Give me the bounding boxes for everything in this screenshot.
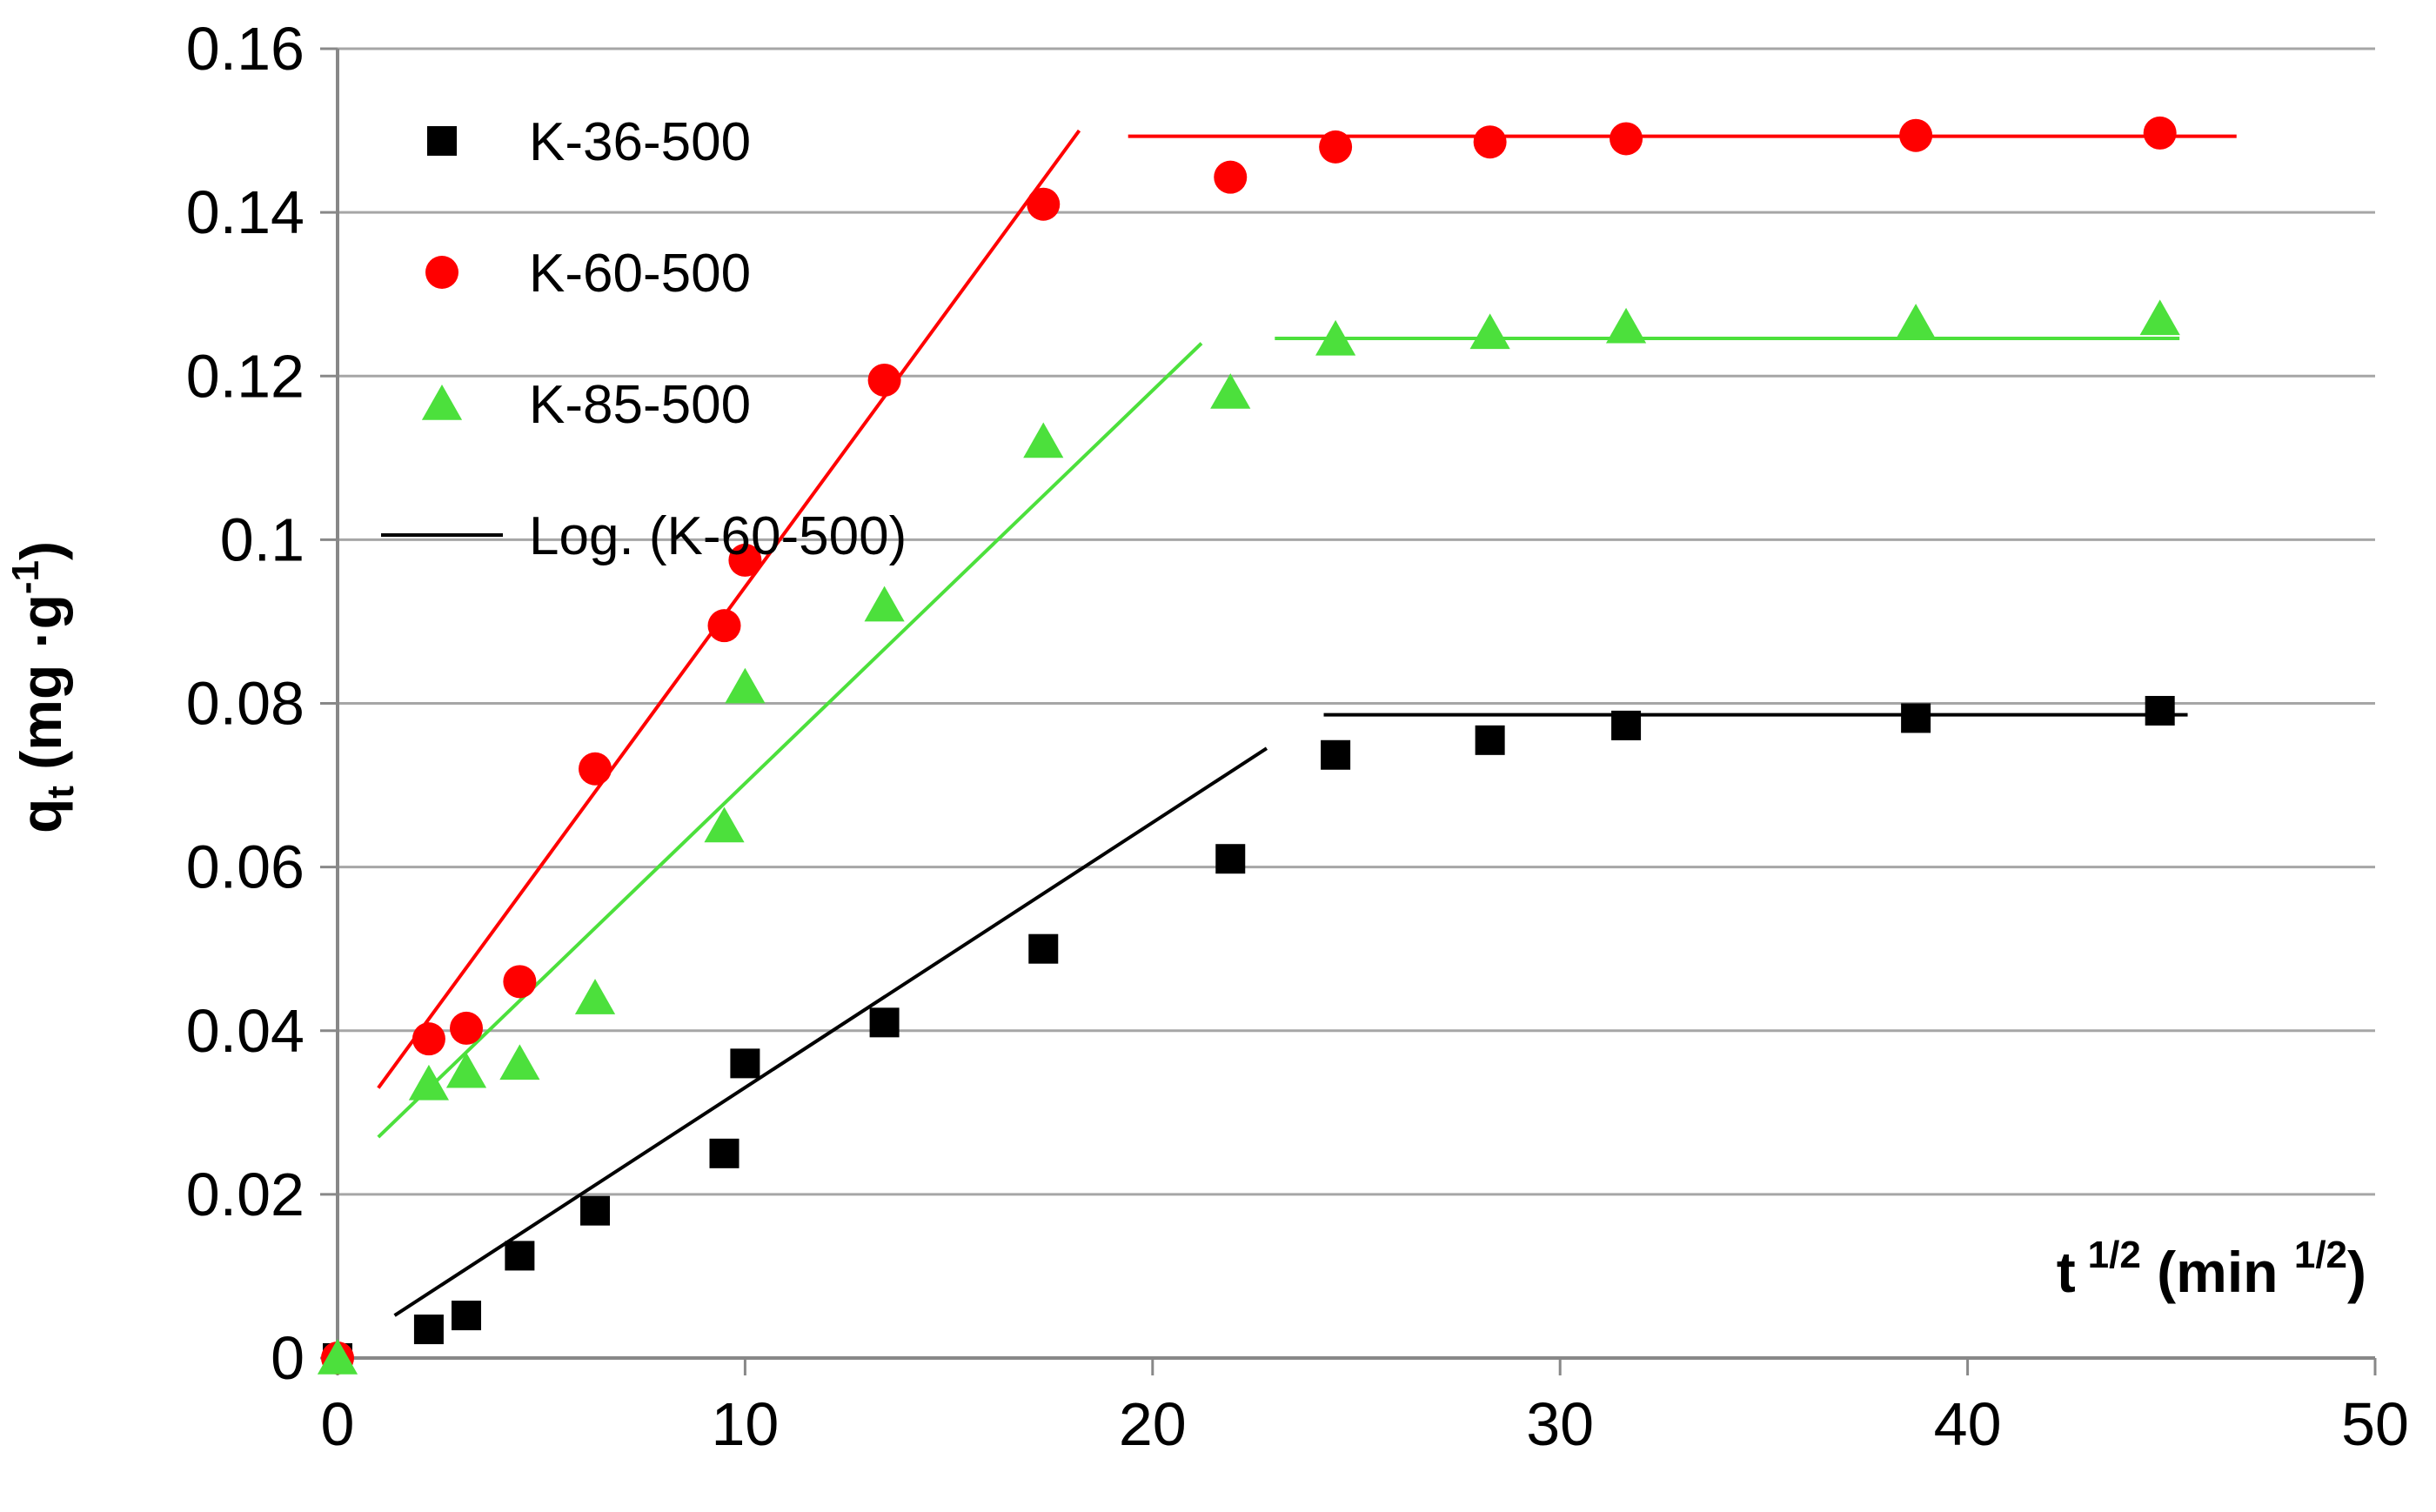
y-axis-title-close: ) <box>9 541 73 560</box>
x-axis-title: t 1/2 (min 1/2) <box>2057 1234 2366 1304</box>
legend-item-0: K-36-500 <box>427 112 751 172</box>
data-point-k-60-500 <box>1027 187 1061 221</box>
grid-lines <box>338 47 2375 1196</box>
series-k-60-500 <box>321 116 2177 1375</box>
data-point-k-60-500 <box>1610 122 1643 156</box>
data-point-k-60-500 <box>450 1011 484 1045</box>
data-point-k-36-500 <box>1215 844 1246 874</box>
fit-line-k-85-500 <box>377 342 1203 1139</box>
legend-marker-circle <box>425 256 458 289</box>
data-point-k-60-500 <box>412 1022 445 1056</box>
y-tick-label: 0.12 <box>186 342 304 410</box>
data-point-k-60-500 <box>1473 125 1507 159</box>
data-point-k-36-500 <box>1321 739 1351 770</box>
x-tick-label: 50 <box>2341 1390 2409 1458</box>
data-point-k-85-500 <box>1023 422 1064 458</box>
data-point-k-60-500 <box>579 752 612 786</box>
y-tick-label: 0.1 <box>220 505 304 573</box>
y-axis-title-base: q <box>9 799 73 833</box>
data-point-k-60-500 <box>707 609 741 643</box>
data-point-k-36-500 <box>1475 725 1505 755</box>
legend-item-3: Log. (K-60-500) <box>381 506 907 566</box>
legend-item-1: K-60-500 <box>425 244 751 304</box>
data-point-k-85-500 <box>499 1044 540 1080</box>
legend-marker-square <box>427 126 457 156</box>
fit-line-k-36-500 <box>393 746 1268 1317</box>
x-axis-title-unit-open: (min <box>2141 1240 2294 1304</box>
data-point-k-36-500 <box>580 1195 611 1226</box>
data-point-k-60-500 <box>867 363 901 397</box>
x-axis-title-base: t <box>2057 1240 2076 1304</box>
legend-item-2: K-85-500 <box>421 375 751 435</box>
data-point-k-60-500 <box>1214 160 1248 194</box>
data-points <box>317 116 2180 1375</box>
series-k-36-500 <box>323 695 2175 1373</box>
data-point-k-85-500 <box>1315 319 1356 356</box>
x-tick-label: 30 <box>1526 1390 1594 1458</box>
data-point-k-85-500 <box>1605 307 1647 344</box>
y-axis-title-unit: (mg ·g <box>9 594 73 786</box>
y-tick-label: 0.08 <box>186 670 304 738</box>
data-point-k-85-500 <box>1469 313 1510 350</box>
y-tick-label: 0.16 <box>186 15 304 83</box>
legend-label: K-85-500 <box>529 375 751 435</box>
data-point-k-36-500 <box>413 1315 444 1345</box>
fit-line-k-60-500 <box>377 129 1081 1089</box>
y-tick-label: 0.02 <box>186 1161 304 1228</box>
data-point-k-60-500 <box>1319 130 1353 164</box>
y-axis-title: qt (mg ·g-1) <box>4 541 82 833</box>
tick-labels: 0 0.02 0.04 0.06 0.08 0.1 0.12 0.14 0.16 0 10 20 30 4… <box>186 15 2409 1458</box>
data-point-k-36-500 <box>1901 703 1931 733</box>
data-point-k-36-500 <box>730 1048 760 1079</box>
data-point-k-36-500 <box>1611 710 1642 740</box>
x-tick-label: 0 <box>321 1390 355 1458</box>
data-point-k-85-500 <box>445 1052 487 1088</box>
data-point-k-36-500 <box>869 1007 900 1038</box>
data-point-k-85-500 <box>2139 299 2180 336</box>
y-axis-title-unit-sup: -1 <box>4 560 47 594</box>
x-tick-label: 20 <box>1119 1390 1187 1458</box>
data-point-k-85-500 <box>1210 373 1251 409</box>
y-axis-title-sub: t <box>39 786 82 799</box>
y-tick-label: 0.06 <box>186 833 304 901</box>
data-point-k-36-500 <box>709 1138 740 1168</box>
fit-lines <box>377 129 2237 1317</box>
data-point-k-36-500 <box>1028 933 1059 964</box>
data-point-k-60-500 <box>728 543 762 577</box>
data-point-k-60-500 <box>503 965 537 999</box>
data-point-k-60-500 <box>2143 116 2177 150</box>
data-point-k-85-500 <box>574 979 616 1014</box>
data-point-k-85-500 <box>317 1339 358 1375</box>
legend: K-36-500 K-60-500 K-85-500 Log. (K-60-500) <box>381 112 907 566</box>
data-point-k-60-500 <box>1899 118 1933 152</box>
data-point-k-85-500 <box>864 585 905 622</box>
data-point-k-36-500 <box>505 1241 535 1271</box>
legend-label: K-36-500 <box>529 112 751 172</box>
x-tick-label: 40 <box>1934 1390 2002 1458</box>
y-tick-label: 0 <box>271 1324 304 1392</box>
data-point-k-36-500 <box>452 1301 482 1331</box>
series-k-85-500 <box>317 299 2180 1375</box>
y-tick-label: 0.04 <box>186 997 304 1065</box>
x-axis-title-unit-sup: 1/2 <box>2294 1234 2347 1276</box>
y-tick-label: 0.14 <box>186 178 304 246</box>
data-point-k-85-500 <box>704 806 745 843</box>
data-point-k-85-500 <box>408 1064 450 1101</box>
data-point-k-85-500 <box>725 667 766 704</box>
data-point-k-36-500 <box>2145 695 2175 726</box>
x-tick-label: 10 <box>711 1390 779 1458</box>
legend-label: Log. (K-60-500) <box>529 506 907 566</box>
legend-marker-triangle <box>421 385 463 420</box>
legend-label: K-60-500 <box>529 244 751 304</box>
x-axis-title-sup: 1/2 <box>2088 1234 2141 1276</box>
x-axis-title-close: ) <box>2347 1240 2366 1304</box>
data-point-k-85-500 <box>1896 304 1937 339</box>
